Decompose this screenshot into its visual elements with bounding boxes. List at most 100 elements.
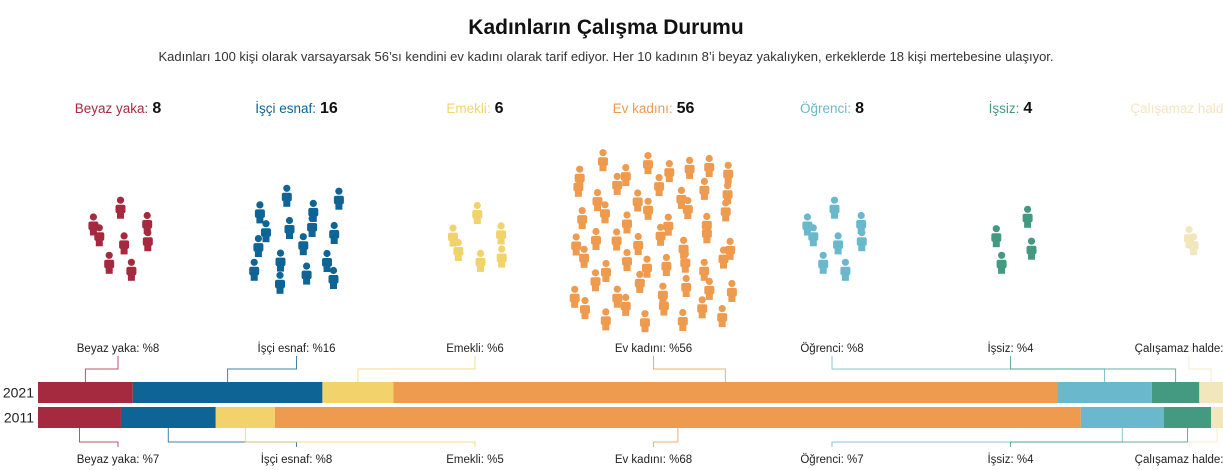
bar-segment-i-sci-esnaf-2011 (120, 407, 216, 428)
connector-ogrenci-2011 (831, 428, 1123, 447)
person-icon (104, 251, 115, 274)
connector-ev-kadini-2011 (653, 428, 679, 447)
person-icon (275, 249, 286, 272)
person-icon (579, 245, 590, 268)
person-icon (808, 224, 819, 247)
percent-label-ev-kadini-2021: Ev kadını: %56 (615, 343, 692, 355)
group-label: Öğrenci: (800, 101, 851, 116)
bar-segment-ev-kadini-2021 (393, 382, 1058, 403)
person-icon (119, 232, 130, 255)
person-icon (643, 197, 654, 220)
bar-segment-i-sci-esnaf-2021 (132, 382, 323, 403)
cluster-calisamaz-halde (1184, 226, 1199, 256)
person-icon (601, 259, 611, 282)
bar-segment-beyaz-yaka-2021 (38, 382, 133, 403)
person-icon (622, 249, 632, 272)
person-icon (472, 201, 483, 224)
person-icon (275, 271, 285, 294)
person-icon (655, 223, 666, 246)
person-icon (298, 233, 309, 256)
group-count: 4 (1023, 100, 1032, 117)
person-icon (717, 305, 728, 328)
bar-segment-emekli-2011 (215, 407, 275, 428)
person-icon-clusters (88, 149, 1199, 333)
percent-label-beyaz-yaka-2021: Beyaz yaka: %8 (77, 343, 159, 355)
bar-row-2021: 2021 (3, 382, 1223, 403)
percent-label-ev-kadini-2011: Ev kadını: %68 (615, 454, 692, 466)
person-icon (448, 224, 458, 247)
person-icon (281, 184, 292, 207)
group-header-calisamaz-halde: Çalışamaz halde:2 (1130, 100, 1223, 117)
person-icon (633, 232, 644, 255)
group-label: Ev kadını: (613, 101, 673, 116)
person-icon (88, 213, 99, 236)
bar-segment-emekli-2021 (322, 382, 394, 403)
person-icon (840, 258, 851, 281)
cluster-beyaz-yaka (88, 196, 153, 281)
group-count: 8 (152, 100, 161, 117)
cluster-i-ssiz (991, 205, 1037, 274)
person-icon (833, 232, 844, 255)
person-icon (591, 227, 601, 250)
person-icon (664, 160, 675, 183)
person-icon (333, 187, 344, 210)
group-count: 8 (855, 100, 864, 117)
person-icon (620, 164, 631, 187)
connector-calisamaz-halde-2021 (1188, 356, 1212, 382)
person-icon (612, 172, 623, 195)
bar-row-2011: 2011 (4, 407, 1223, 428)
bar-segment-calisamaz-halde-2021 (1199, 382, 1223, 403)
connector-ev-kadini-2021 (653, 356, 726, 382)
percent-label-calisamaz-halde-2021: Çalışamaz halde: %2 (1135, 343, 1223, 355)
person-icon (677, 308, 688, 331)
person-icon (254, 201, 265, 224)
stacked-bars: 2021 2011 (3, 382, 1223, 428)
person-icon (126, 258, 137, 281)
connector-i-ssiz-2011 (1010, 428, 1188, 447)
group-label: Çalışamaz halde: (1130, 101, 1223, 116)
group-count: 16 (320, 100, 338, 117)
percent-label-i-sci-esnaf-2021: İşçi esnaf: %16 (258, 342, 336, 355)
person-icon (682, 197, 693, 220)
bar-segment-i-ssiz-2021 (1151, 382, 1200, 403)
person-icon (611, 228, 622, 251)
person-icon (1022, 205, 1033, 228)
person-icon (580, 297, 590, 320)
person-icon (622, 211, 632, 234)
person-icon (253, 235, 264, 258)
person-icon (1188, 233, 1199, 256)
person-icon (802, 213, 813, 236)
connector-beyaz-yaka-2011 (79, 428, 119, 447)
person-icon (676, 186, 687, 209)
person-icon (600, 201, 610, 224)
group-count: 6 (495, 100, 504, 117)
percent-label-emekli-2011: Emekli: %5 (446, 454, 504, 466)
person-icon (612, 285, 623, 308)
cluster-ogrenci (802, 196, 867, 281)
bar-segment-ogrenci-2011 (1080, 407, 1164, 428)
person-icon (569, 285, 580, 308)
percent-label-ogrenci-2011: Öğrenci: %7 (800, 454, 863, 466)
person-icon (718, 246, 729, 269)
person-icon (661, 253, 672, 276)
group-header-emekli: Emekli: 6 (446, 100, 503, 117)
cluster-i-sci-esnaf (249, 184, 344, 294)
person-icon (261, 220, 271, 243)
person-icon (704, 277, 715, 300)
group-header-i-ssiz: İşsiz: 4 (989, 100, 1033, 117)
group-label: Beyaz yaka: (75, 101, 149, 116)
person-icon (697, 296, 708, 319)
person-icon (142, 229, 153, 252)
person-icon (658, 293, 669, 316)
person-icon (249, 258, 260, 281)
percent-label-i-ssiz-2011: İşsiz: %4 (987, 453, 1034, 466)
person-icon (571, 233, 582, 256)
person-icon (620, 293, 631, 316)
person-icon (301, 262, 312, 285)
person-icon (720, 199, 731, 222)
person-icon (663, 213, 674, 236)
group-header-ev-kadini: Ev kadını: 56 (613, 100, 695, 117)
person-icon (284, 216, 295, 239)
person-icon (991, 225, 1002, 248)
